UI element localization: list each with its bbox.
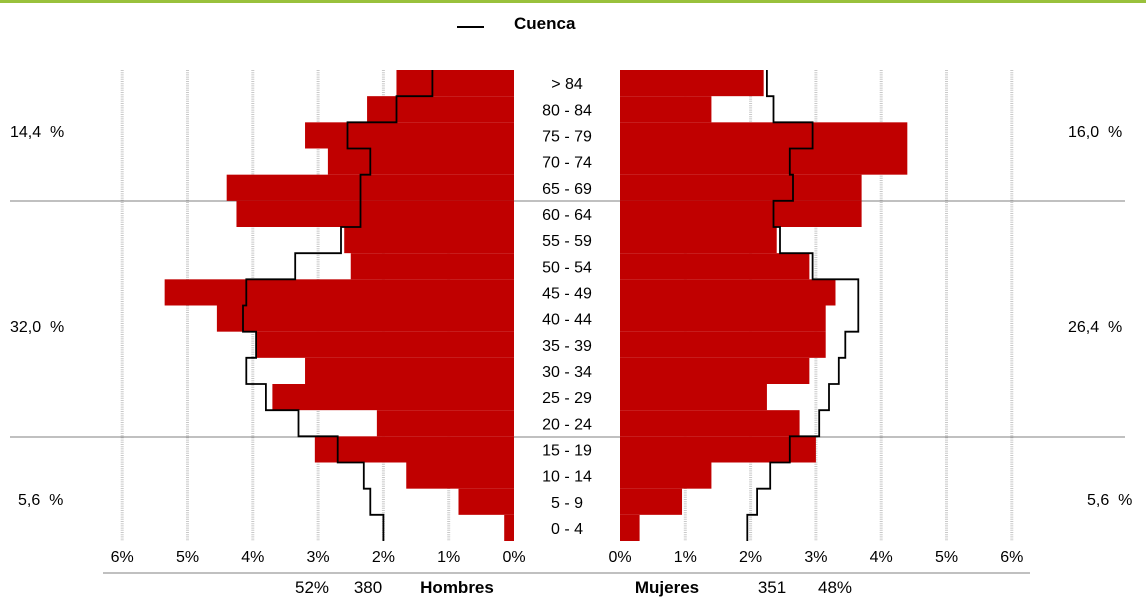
mujeres-count: 351	[758, 578, 786, 597]
legend: Cuenca	[457, 14, 576, 33]
age-group-label: 65 - 69	[542, 181, 592, 198]
x-tick-label-right: 0%	[608, 549, 631, 566]
mujeres-bar	[620, 410, 800, 437]
footer: 52% 380 Hombres Mujeres 351 48%	[295, 578, 852, 597]
mujeres-bar	[620, 70, 764, 97]
x-tick-label-left: 3%	[307, 549, 330, 566]
hombres-bar	[314, 436, 514, 463]
left-group-label-young: 5,6 %	[18, 492, 63, 509]
x-tick-label-left: 4%	[241, 549, 264, 566]
hombres-cuenca-line	[242, 70, 434, 541]
mujeres-bar	[620, 488, 683, 515]
hombres-bar	[350, 253, 514, 280]
mujeres-label: Mujeres	[635, 578, 699, 597]
hombres-bar	[396, 70, 514, 97]
hombres-bar	[406, 462, 514, 489]
hombres-count: 380	[354, 578, 382, 597]
mujeres-bar	[620, 384, 767, 411]
x-tick-label-left: 0%	[502, 549, 525, 566]
age-group-label: 80 - 84	[542, 102, 592, 119]
x-tick-label-left: 2%	[372, 549, 395, 566]
mujeres-bars	[620, 70, 908, 541]
age-group-label: 20 - 24	[542, 416, 592, 433]
right-group-labels: 16,0 % 26,4 % 5,6 %	[1068, 124, 1132, 509]
hombres-bar	[367, 96, 514, 123]
mujeres-bar	[620, 148, 908, 175]
mujeres-bar	[620, 357, 810, 384]
mujeres-bar	[620, 279, 836, 306]
age-group-label: 60 - 64	[542, 207, 592, 224]
mujeres-bar	[620, 436, 816, 463]
mujeres-bar	[620, 122, 908, 149]
age-group-label: 15 - 19	[542, 442, 592, 459]
mujeres-percent: 48%	[818, 578, 852, 597]
age-group-label: 0 - 4	[551, 521, 583, 538]
right-group-label-young: 5,6 %	[1087, 492, 1132, 509]
age-group-label: 5 - 9	[551, 495, 583, 512]
hombres-bar	[458, 488, 514, 515]
age-group-label: 40 - 44	[542, 312, 592, 329]
hombres-bar	[327, 148, 514, 175]
group-separators	[10, 200, 1125, 438]
hombres-bar	[504, 514, 514, 541]
top-rule	[0, 0, 1146, 3]
x-tick-label-right: 1%	[674, 549, 697, 566]
mujeres-bar	[620, 305, 826, 332]
hombres-bar	[305, 122, 514, 149]
x-ticks-left: 6% 5% 4% 3% 2% 1% 0%	[111, 549, 526, 566]
legend-label: Cuenca	[514, 14, 576, 33]
mujeres-bar	[620, 253, 810, 280]
age-group-label: > 84	[551, 76, 583, 93]
hombres-bar	[344, 227, 514, 254]
hombres-percent: 52%	[295, 578, 329, 597]
x-ticks-right: 0% 1% 2% 3% 4% 5% 6%	[608, 549, 1023, 566]
x-tick-label-left: 1%	[437, 549, 460, 566]
mujeres-bar	[620, 514, 640, 541]
age-group-labels: 0 - 4 5 - 9 10 - 14 15 - 19 20 - 24 25 - 29 30…	[542, 76, 592, 538]
age-group-label: 75 - 79	[542, 128, 592, 145]
x-tick-label-right: 3%	[804, 549, 827, 566]
age-group-label: 45 - 49	[542, 285, 592, 302]
left-group-label-mid: 32,0 %	[10, 319, 64, 336]
hombres-bar	[376, 410, 514, 437]
mujeres-bar	[620, 96, 712, 123]
age-group-label: 25 - 29	[542, 390, 592, 407]
right-group-label-mid: 26,4 %	[1068, 319, 1122, 336]
hombres-bar	[216, 305, 514, 332]
x-tick-label-left: 6%	[111, 549, 134, 566]
age-group-label: 35 - 39	[542, 338, 592, 355]
mujeres-bar	[620, 227, 777, 254]
hombres-bars	[164, 70, 514, 541]
age-group-label: 70 - 74	[542, 155, 592, 172]
x-tick-label-left: 5%	[176, 549, 199, 566]
hombres-bar	[272, 384, 514, 411]
x-tick-label-right: 4%	[870, 549, 893, 566]
age-group-label: 55 - 59	[542, 233, 592, 250]
left-group-label-old: 14,4 %	[10, 124, 64, 141]
hombres-bar	[256, 331, 514, 358]
mujeres-bar	[620, 200, 862, 227]
age-group-label: 10 - 14	[542, 469, 592, 486]
hombres-bar	[226, 174, 514, 201]
right-group-label-old: 16,0 %	[1068, 124, 1122, 141]
left-group-labels: 14,4 % 32,0 % 5,6 %	[10, 124, 64, 509]
x-tick-label-right: 2%	[739, 549, 762, 566]
mujeres-cuenca-line	[746, 70, 860, 541]
hombres-label: Hombres	[420, 578, 494, 597]
x-tick-label-right: 6%	[1000, 549, 1023, 566]
mujeres-bar	[620, 462, 712, 489]
hombres-bar	[164, 279, 514, 306]
x-tick-label-right: 5%	[935, 549, 958, 566]
age-group-label: 30 - 34	[542, 364, 592, 381]
mujeres-bar	[620, 174, 862, 201]
hombres-bar	[305, 357, 514, 384]
mujeres-bar	[620, 331, 826, 358]
age-group-label: 50 - 54	[542, 259, 592, 276]
hombres-bar	[236, 200, 514, 227]
